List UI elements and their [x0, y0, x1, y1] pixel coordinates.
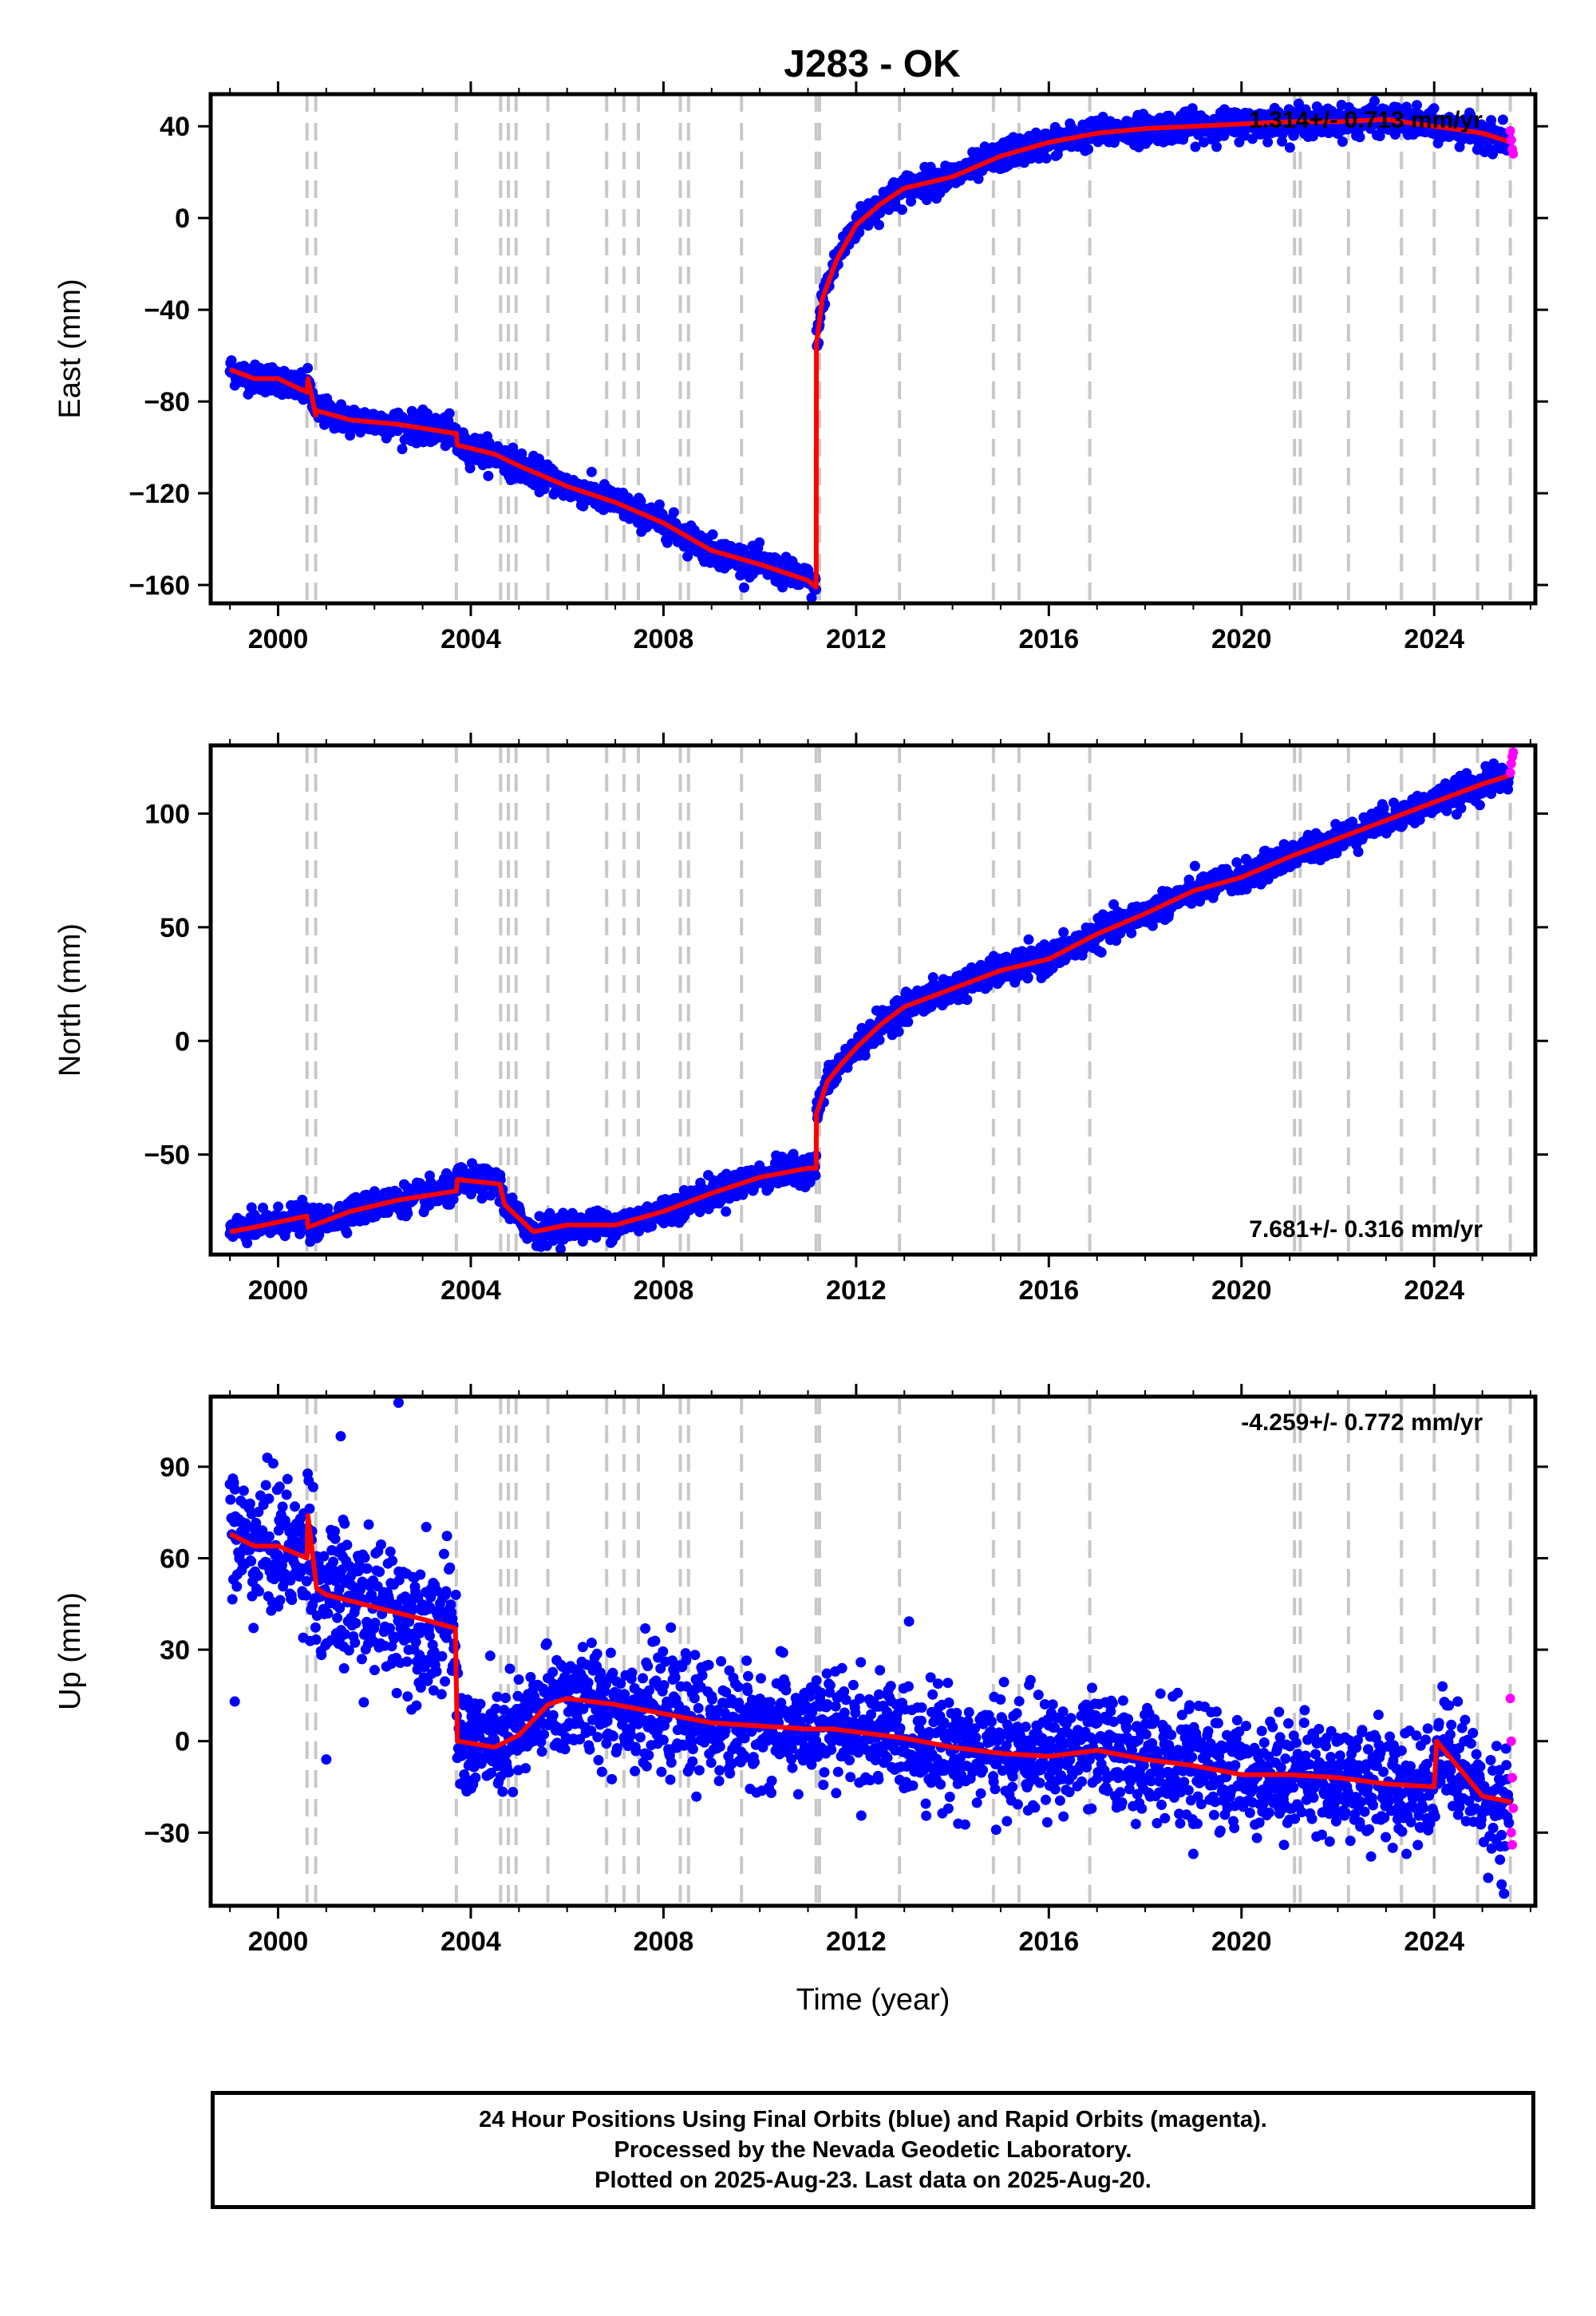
data-point: [1039, 939, 1050, 950]
east-model-line: [229, 117, 1512, 590]
data-point: [591, 1232, 602, 1243]
data-point: [442, 438, 453, 449]
data-point: [555, 1243, 566, 1255]
data-point: [1497, 114, 1508, 125]
data-point: [1231, 857, 1242, 868]
data-point: [1126, 927, 1137, 939]
y-tick-label: −160: [128, 571, 190, 601]
y-tick-label: −80: [144, 387, 190, 417]
y-tick-label: −120: [128, 479, 190, 509]
data-point: [754, 537, 765, 548]
east-frame: [208, 92, 1538, 606]
data-point: [1041, 152, 1052, 164]
y-tick-label: −40: [144, 295, 190, 326]
data-point: [444, 408, 455, 419]
data-point: [897, 204, 907, 215]
data-point: [973, 173, 984, 184]
data-point: [483, 470, 494, 481]
data-point: [1428, 103, 1440, 114]
data-point: [586, 466, 597, 477]
panels: 2000 2004 2008 2012 2016 2020 2024 −160 −120 −80 −…: [53, 81, 1548, 2017]
data-point: [1189, 860, 1200, 871]
data-point: [1284, 142, 1295, 153]
data-point: [1199, 136, 1209, 148]
data-point: [1190, 141, 1201, 152]
data-point: [927, 972, 938, 983]
data-point: [418, 437, 429, 448]
x-tick-label: 2000: [248, 624, 309, 654]
data-point: [962, 994, 973, 1006]
data-point: [342, 1227, 353, 1239]
x-tick-label: 2020: [1211, 624, 1272, 654]
east-final-orbit-points: [224, 96, 1515, 603]
plot-title: J283 - OK: [784, 43, 961, 85]
data-point: [903, 1017, 914, 1027]
data-point: [1486, 115, 1497, 126]
data-point: [707, 529, 718, 540]
data-point: [273, 1201, 284, 1212]
data-point: [1147, 920, 1158, 931]
data-point: [874, 219, 884, 231]
east-plot-area: [224, 94, 1519, 603]
data-point: [1337, 136, 1348, 147]
data-point: [1023, 934, 1034, 945]
data-point: [654, 499, 665, 510]
data-point: [402, 1207, 413, 1219]
data-point: [1369, 96, 1380, 107]
x-tick-label: 2016: [1019, 624, 1080, 654]
data-point: [507, 1192, 518, 1203]
x-tick-label: 2012: [826, 624, 887, 654]
data-point: [806, 592, 817, 603]
data-point: [1412, 100, 1422, 111]
data-point: [893, 1026, 904, 1037]
north-panel: 2000 2004 2008 2012 2016 2020 2024−50050100Nor…: [53, 733, 1548, 1306]
rapid-point: [1505, 125, 1515, 136]
data-point: [464, 463, 476, 474]
data-point: [1354, 132, 1365, 143]
data-point: [1058, 927, 1069, 938]
data-point: [1096, 947, 1107, 958]
x-tick-label: 2008: [634, 624, 694, 654]
data-point: [777, 582, 788, 593]
east-rapid-orbit-points: [1505, 125, 1519, 159]
x-tick-label: 2024: [1404, 624, 1464, 654]
data-point: [662, 537, 673, 548]
data-point: [302, 362, 314, 373]
data-point: [810, 1170, 821, 1181]
data-point: [1083, 144, 1094, 155]
data-point: [242, 1238, 253, 1249]
x-tick-label: 2004: [440, 624, 501, 654]
data-point: [859, 1050, 871, 1061]
east-panel: 2000 2004 2008 2012 2016 2020 2024 −160 −120 −80 −…: [53, 81, 1548, 654]
rapid-point: [1508, 148, 1519, 159]
y-tick-label: 40: [160, 112, 190, 142]
data-point: [634, 1226, 645, 1237]
rapid-point: [1506, 135, 1516, 145]
data-point: [1262, 136, 1274, 148]
data-point: [739, 582, 749, 593]
data-point: [668, 507, 679, 518]
data-point: [874, 1034, 885, 1045]
data-point: [448, 1194, 459, 1205]
data-point: [721, 1206, 732, 1217]
east-velocity-label: 1.314+/- 0.713 mm/yr: [1249, 107, 1483, 133]
east-y-axis-label: East (mm): [53, 279, 87, 418]
y-tick-label: 0: [175, 204, 190, 234]
data-point: [1022, 972, 1033, 983]
north-plot-area: [224, 745, 1519, 1255]
data-point: [1211, 141, 1222, 152]
data-point: [397, 444, 408, 455]
data-point: [1277, 136, 1287, 147]
north-final-orbit-points: [224, 758, 1515, 1255]
